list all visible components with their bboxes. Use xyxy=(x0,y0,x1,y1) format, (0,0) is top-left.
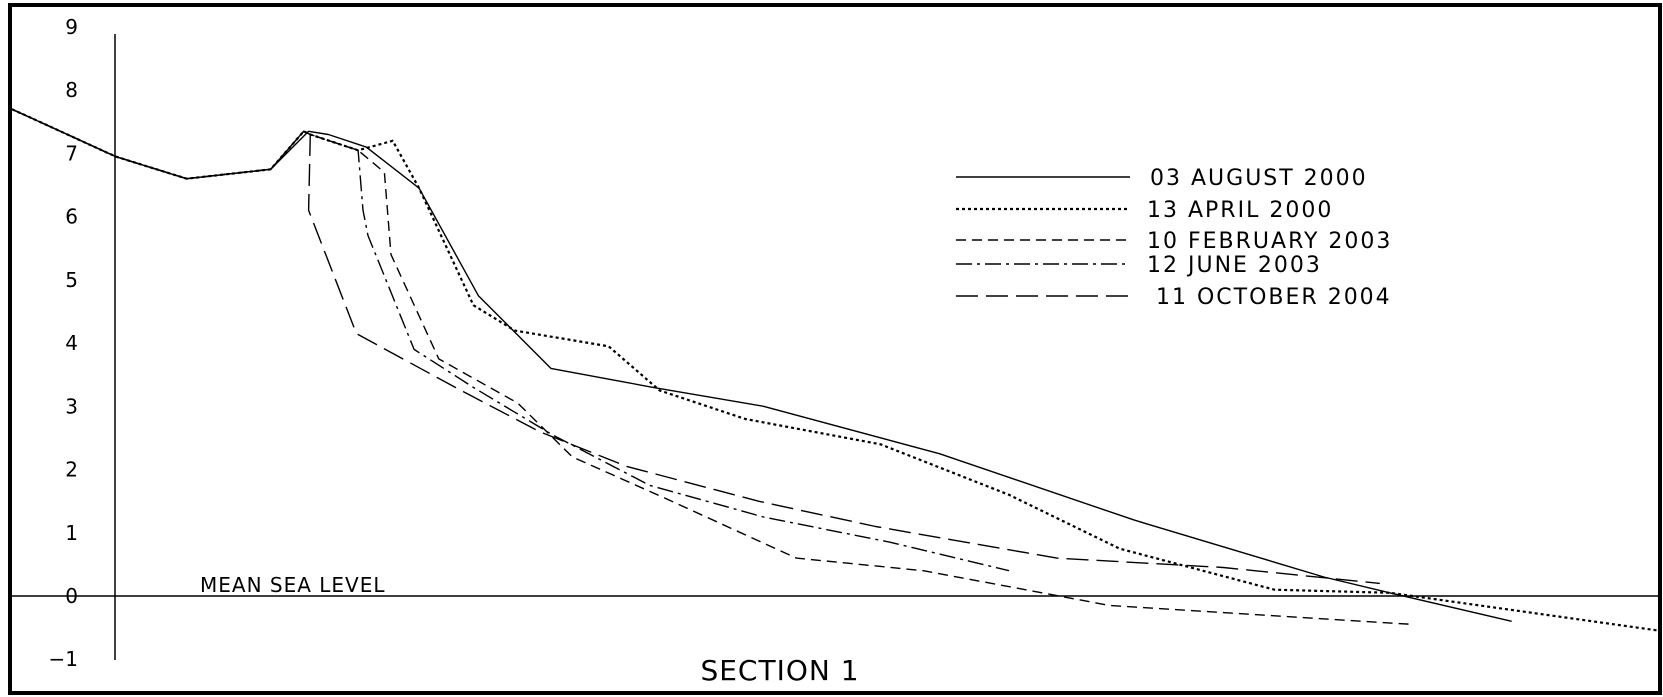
y-tick-label: 6 xyxy=(65,205,78,229)
y-tick-label: 2 xyxy=(65,458,78,482)
chart-frame xyxy=(8,3,1662,695)
y-tick-label: 1 xyxy=(65,521,78,545)
legend-label: 12 JUNE 2003 xyxy=(1147,253,1322,278)
annotation-mean-sea-level: MEAN SEA LEVEL xyxy=(200,573,386,597)
y-tick-label: 3 xyxy=(65,394,78,418)
legend-label: 11 OCTOBER 2004 xyxy=(1156,285,1392,310)
series-line-5 xyxy=(11,108,1380,585)
y-tick-label: 8 xyxy=(65,78,78,102)
y-tick-label: −1 xyxy=(49,647,78,671)
y-tick-label: 0 xyxy=(65,584,78,608)
y-tick-label: 4 xyxy=(65,331,78,355)
legend: 03 AUGUST 2000 13 APRIL 2000 10 FEBRUARY 2… xyxy=(956,166,1392,310)
series-line-2 xyxy=(11,108,1661,632)
y-tick-label: 7 xyxy=(65,141,78,165)
y-tick-label: 9 xyxy=(65,15,78,39)
chart-title: SECTION 1 xyxy=(700,654,859,687)
legend-label: 13 APRIL 2000 xyxy=(1147,198,1333,223)
y-tick-labels: 9 8 7 6 5 4 3 2 1 0 −1 xyxy=(49,15,78,671)
legend-label: 03 AUGUST 2000 xyxy=(1150,166,1368,191)
y-tick-label: 5 xyxy=(65,268,78,292)
legend-label: 10 FEBRUARY 2003 xyxy=(1147,229,1392,254)
series-lines xyxy=(11,108,1661,632)
series-line-4 xyxy=(11,108,1010,572)
axes xyxy=(12,34,1660,660)
